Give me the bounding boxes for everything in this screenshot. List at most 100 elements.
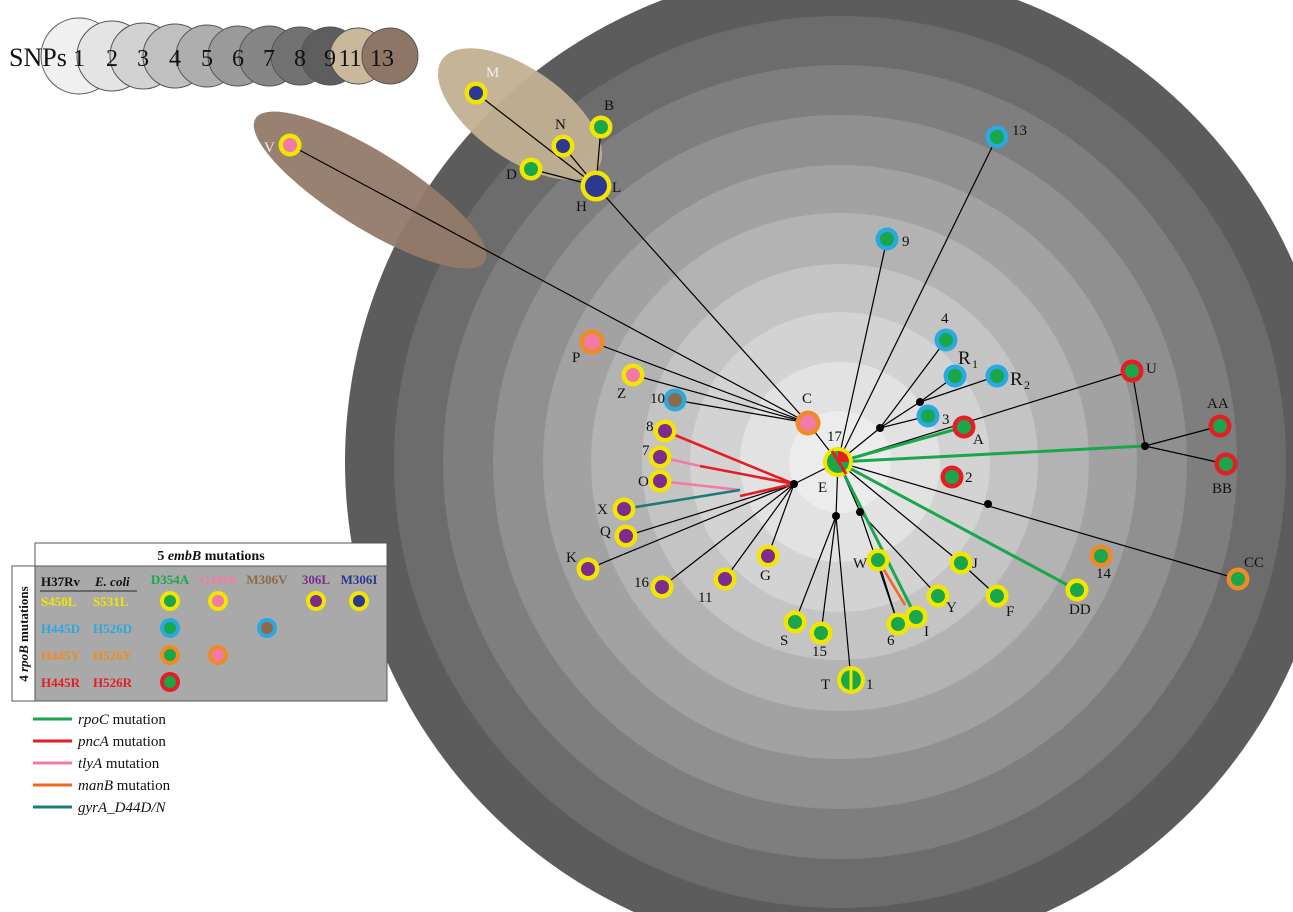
node-label-b: B [604, 98, 614, 114]
node-label-t: T [821, 677, 830, 693]
node-label-1: 1 [866, 677, 874, 693]
node-label-j: J [972, 556, 978, 572]
isolate-node-core [619, 529, 633, 543]
isolate-node-core [990, 589, 1004, 603]
table-cell-marker-core [164, 649, 176, 661]
header-h37rv: H37Rv [41, 574, 81, 589]
mutation-table: 5 embB mutations 4 rpoB mutations H37Rv … [11, 542, 388, 702]
embb-title: 5 embB mutations [157, 549, 265, 564]
table-cell-marker-core [164, 676, 176, 688]
gene-legend-label: tlyA mutation [78, 756, 160, 772]
isolate-node-core [584, 334, 600, 350]
node-labels: M N B D H L V 13 9 4 R 1 R 2 U AA BB P Z… [264, 65, 1264, 693]
snp-scale-label: 8 [294, 46, 306, 72]
header-ecoli: E. coli [94, 574, 130, 589]
node-label-n: N [555, 117, 566, 133]
edges-black [289, 92, 1239, 681]
node-label-g: G [760, 568, 771, 584]
isolate-node-core [1094, 549, 1108, 563]
isolate-node-core [668, 393, 682, 407]
node-label-k: K [566, 550, 577, 566]
rpob-row-ecoli: H526D [93, 621, 132, 636]
node-label-6: 6 [887, 633, 895, 649]
table-cell-marker-core [310, 595, 322, 607]
isolate-node-core [891, 617, 905, 631]
isolate-node-core [945, 470, 959, 484]
isolate-node-core [957, 420, 971, 434]
node-label-r2: R [1010, 369, 1023, 390]
rpoc-edge [837, 425, 965, 464]
gene-legend-label: pncA mutation [77, 734, 166, 750]
node-label-bb: BB [1212, 481, 1232, 497]
isolate-node-core [626, 368, 640, 382]
node-label-d: D [506, 167, 517, 183]
table-cell-marker-core [212, 595, 224, 607]
node-label-h: H [576, 199, 587, 215]
snp-scale-label: 1 [73, 46, 85, 72]
isolate-node-core [761, 549, 775, 563]
node-label-cc: CC [1244, 555, 1264, 571]
node-label-q: Q [600, 524, 611, 540]
node-label-z: Z [617, 386, 626, 402]
node-label-8: 8 [646, 419, 654, 435]
isolate-node-core [617, 502, 631, 516]
isolate-node-core [524, 162, 538, 176]
isolate-node-core [658, 424, 672, 438]
embb-column-label: M306I [341, 572, 378, 587]
node-label-dd: DD [1069, 602, 1091, 618]
isolate-node-core [1231, 572, 1245, 586]
isolate-node-core [283, 138, 297, 152]
embb-column-label: G406S [200, 572, 237, 587]
node-label-13: 13 [1012, 123, 1027, 139]
snp-scale-title: SNPs [9, 43, 67, 72]
isolate-node-core [939, 333, 953, 347]
snp-scale-label: 4 [169, 46, 181, 72]
isolate-node-core [788, 615, 802, 629]
rpob-row-h37rv: S450L [41, 594, 77, 609]
node-label-4: 4 [941, 311, 949, 327]
node-label-w: W [853, 556, 868, 572]
node-label-r1-sub: 1 [972, 357, 978, 371]
gene-mutation-legend: rpoC mutation pncA mutation tlyA mutation m… [33, 712, 171, 816]
embb-column-label: 306L [302, 572, 331, 587]
snp-scale-label: 2 [106, 46, 118, 72]
isolate-node-core [814, 626, 828, 640]
snp-scale-label: 13 [370, 46, 394, 72]
node-label-p: P [572, 350, 580, 366]
node-label-3: 3 [942, 412, 950, 428]
node-label-x: X [597, 502, 608, 518]
snp-scale-circle [361, 27, 419, 85]
isolate-node-core [653, 450, 667, 464]
isolate-node-core [954, 556, 968, 570]
isolate-node-core [653, 474, 667, 488]
node-label-11: 11 [698, 590, 712, 606]
node-label-s: S [780, 633, 788, 649]
rpob-row-ecoli: S531L [93, 594, 129, 609]
isolate-node-core [909, 610, 923, 624]
node-label-9: 9 [902, 234, 910, 250]
rpoc-edge [836, 461, 918, 618]
rpob-row-h37rv: H445D [41, 621, 80, 636]
node-label-2: 2 [965, 470, 973, 486]
edges-colored [623, 425, 1146, 618]
isolate-node-core [948, 369, 962, 383]
isolate-node-core [585, 175, 607, 197]
snp-scale-label: 5 [201, 46, 213, 72]
node-label-aa: AA [1207, 396, 1229, 412]
rpob-title: 4 rpoB mutations [16, 586, 31, 681]
isolate-node-core [871, 553, 885, 567]
table-cell-marker-core [164, 595, 176, 607]
isolate-node-core [931, 589, 945, 603]
table-cell-marker-core [164, 622, 176, 634]
table-cell-marker-core [212, 649, 224, 661]
isolate-node-core [655, 580, 669, 594]
node-label-l: L [612, 180, 621, 196]
isolate-node-core [594, 120, 608, 134]
isolate-node-core [469, 86, 483, 100]
node-label-16: 16 [634, 575, 650, 591]
pnca-edge [739, 482, 795, 498]
node-label-c: C [802, 391, 812, 407]
isolate-node-core [1125, 364, 1139, 378]
snp-scale-label: 7 [263, 46, 275, 72]
